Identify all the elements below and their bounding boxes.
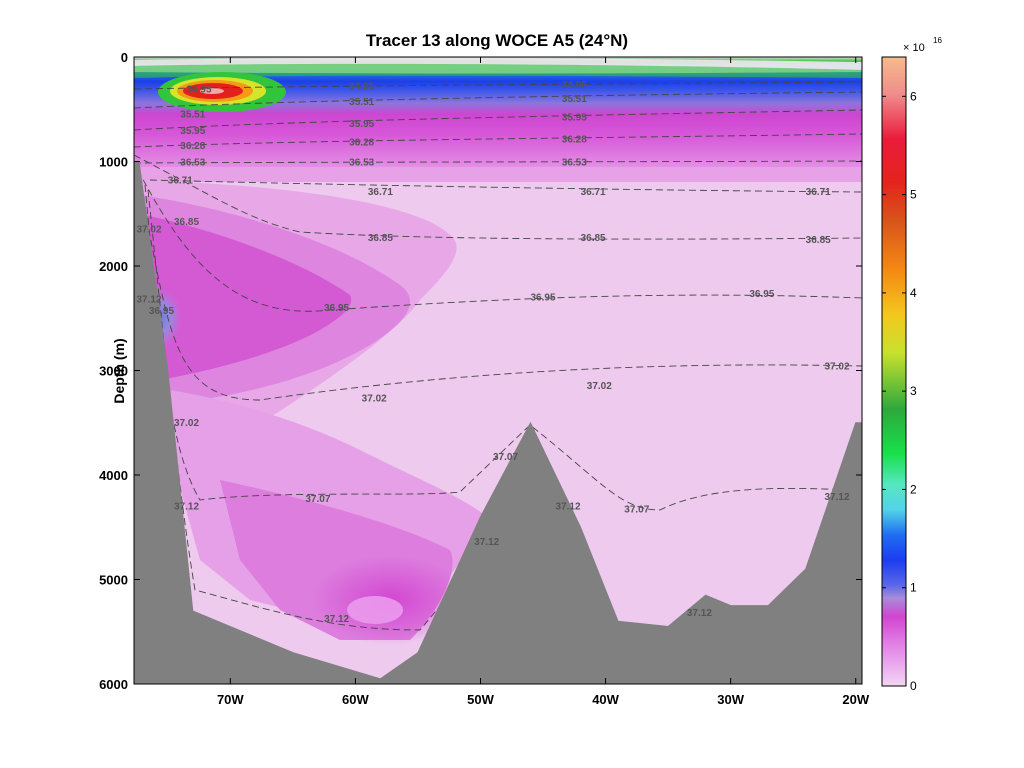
contour-label: 36.71 — [806, 187, 831, 198]
contour-label: 37.12 — [687, 608, 712, 619]
bathymetry — [134, 161, 862, 684]
contour-label: 36.95 — [530, 292, 555, 303]
salinity-contours — [134, 81, 862, 631]
y-tick-label: 1000 — [99, 155, 128, 170]
y-axis-label: Depth (m) — [111, 338, 127, 403]
contour-label: 35.51 — [562, 94, 587, 105]
contour-label: 36.85 — [368, 233, 393, 244]
colorbar-tick-label: 4 — [910, 286, 917, 300]
contour-label: 36.95 — [149, 306, 174, 317]
contour-label: 36.28 — [180, 141, 205, 152]
x-tick-label: 60W — [342, 692, 369, 707]
contour-label: 36.71 — [168, 175, 193, 186]
contour-label: 36.28 — [349, 138, 374, 149]
contour-label: 37.02 — [174, 418, 199, 429]
chart-title: Tracer 13 along WOCE A5 (24°N) — [366, 31, 628, 50]
contour-label: 34.95 — [186, 84, 211, 95]
colorbar-exponent: 16 — [933, 36, 942, 45]
y-tick-label: 2000 — [99, 259, 128, 274]
x-tick-label: 70W — [217, 692, 244, 707]
contour-label: 35.51 — [180, 110, 205, 121]
x-tick-label: 50W — [467, 692, 494, 707]
contour-label: 37.07 — [305, 494, 330, 505]
y-tick-label: 6000 — [99, 677, 128, 692]
x-tick-label: 40W — [592, 692, 619, 707]
y-axis: 0 1000 2000 3000 4000 5000 6000 — [99, 50, 862, 692]
contour-label: 37.02 — [136, 224, 161, 235]
contour-label: 36.85 — [806, 235, 831, 246]
contour-label: 37.12 — [474, 537, 499, 548]
colorbar-tick-label: 6 — [910, 89, 917, 103]
contour-label: 35.95 — [180, 126, 205, 137]
x-axis: 70W 60W 50W 40W 30W 20W — [217, 57, 870, 707]
contour-label: 34.95 — [562, 80, 587, 91]
contour-label: 37.12 — [324, 614, 349, 625]
contour-label: 36.95 — [749, 289, 774, 300]
contour-label: 35.95 — [349, 119, 374, 130]
y-tick-label: 3000 — [99, 364, 128, 379]
plot-area: 34.95 34.95 34.95 35.51 35.51 35.51 35.95 35.95… — [134, 57, 862, 684]
contour-label: 35.95 — [562, 113, 587, 124]
x-tick-label: 20W — [842, 692, 869, 707]
colorbar-frame — [881, 56, 907, 687]
contour-label: 36.71 — [368, 187, 393, 198]
contour-label: 36.71 — [581, 187, 606, 198]
colorbar-tick-label: 2 — [910, 482, 917, 496]
contour-label: 37.02 — [587, 381, 612, 392]
contour-label: 37.12 — [824, 492, 849, 503]
western-tongue-core — [145, 215, 352, 380]
contour-label: 37.07 — [493, 452, 518, 463]
contour-label: 37.07 — [624, 505, 649, 516]
contour-labels: 34.95 34.95 34.95 35.51 35.51 35.51 35.95 35.95… — [136, 80, 849, 625]
colorbar-gradient — [882, 57, 906, 686]
colorbar-multiplier: × 10 — [903, 42, 925, 54]
contour-label: 34.95 — [349, 81, 374, 92]
contour-label: 36.85 — [581, 233, 606, 244]
contour-label: 35.51 — [349, 97, 374, 108]
contour-label: 37.02 — [824, 361, 849, 372]
contour-label: 36.85 — [174, 217, 199, 228]
contour-label: 36.53 — [562, 158, 587, 169]
y-tick-label: 0 — [121, 50, 128, 65]
contour-label: 37.02 — [362, 394, 387, 405]
colorbar-tick-label: 5 — [910, 188, 917, 202]
surface-green-band — [134, 63, 862, 78]
contour-label: 37.12 — [555, 501, 580, 512]
contour-label: 37.12 — [136, 294, 161, 305]
contour-label: 37.12 — [174, 501, 199, 512]
contour-label: 36.53 — [349, 158, 374, 169]
y-tick-label: 5000 — [99, 573, 128, 588]
x-tick-label: 30W — [717, 692, 744, 707]
colorbar: 0 1 2 3 4 5 6 × 10 16 — [881, 36, 942, 693]
colorbar-tick-label: 3 — [910, 384, 917, 398]
contour-label: 36.95 — [324, 303, 349, 314]
abyssal-lightspot — [347, 596, 403, 624]
colorbar-tick-label: 0 — [910, 679, 917, 693]
colorbar-ticks: 0 1 2 3 4 5 6 — [882, 89, 917, 693]
contour-label: 36.28 — [562, 135, 587, 146]
colorbar-tick-label: 1 — [910, 581, 917, 595]
y-tick-label: 4000 — [99, 468, 128, 483]
high-core-max — [200, 88, 224, 94]
contour-label: 36.53 — [180, 158, 205, 169]
